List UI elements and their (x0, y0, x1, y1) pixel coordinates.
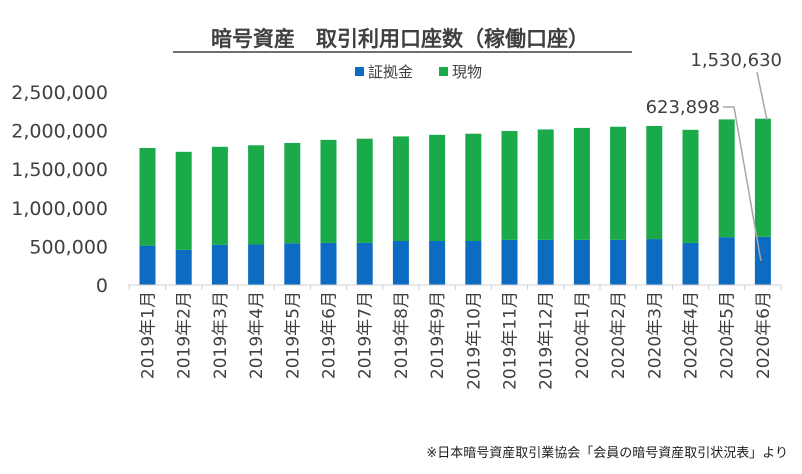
x-tick-label: 2020年1月 (573, 291, 593, 379)
x-tick-label: 2019年11月 (501, 291, 521, 390)
x-tick-label: 2019年9月 (428, 291, 448, 379)
bar-margin (465, 240, 482, 285)
bar-spot (248, 145, 265, 245)
bar-margin (573, 239, 590, 285)
bar-spot (537, 129, 554, 240)
bar-spot (646, 125, 663, 240)
x-tick-label: 2019年4月 (247, 291, 267, 379)
bars (139, 118, 771, 285)
legend-label: 現物 (452, 63, 482, 81)
leader-line-spot (756, 71, 768, 120)
x-tick-label: 2020年6月 (754, 291, 774, 379)
bar-spot (429, 134, 446, 241)
y-tick-label: 2,000,000 (11, 121, 108, 143)
bar-margin (284, 243, 301, 285)
x-tick-label: 2019年3月 (211, 291, 231, 379)
y-tick-label: 2,500,000 (11, 82, 108, 104)
bar-margin (356, 242, 373, 285)
bar-spot (465, 133, 482, 241)
annotations: 1,530,630 623,898 (646, 50, 782, 262)
bar-spot (573, 127, 590, 240)
legend-label: 証拠金 (368, 63, 413, 81)
bar-spot (284, 142, 301, 244)
source-note: ※日本暗号資産取引業協会「会員の暗号資産取引状況表」より (426, 445, 788, 461)
bar-spot (610, 126, 627, 240)
bar-margin (211, 244, 228, 285)
bar-spot (754, 118, 771, 237)
bar-spot (718, 119, 735, 238)
x-tick-label: 2019年6月 (320, 291, 340, 379)
y-tick-label: 0 (96, 275, 108, 297)
bar-margin (610, 239, 627, 285)
annotation-spot: 1,530,630 (690, 50, 782, 71)
x-tick-label: 2020年2月 (609, 291, 629, 379)
y-axis: 0 500,000 1,000,000 1,500,000 2,000,000 2,500… (11, 82, 108, 297)
bar-spot (356, 138, 373, 243)
bar-margin (537, 239, 554, 285)
x-tick-label: 2019年1月 (139, 291, 159, 379)
bar-margin (320, 242, 337, 285)
x-tick-label: 2019年8月 (392, 291, 412, 379)
bar-spot (501, 130, 518, 240)
x-tick-label: 2020年3月 (645, 291, 665, 379)
bar-spot (320, 139, 337, 243)
x-tick-label: 2019年10月 (464, 291, 484, 390)
bar-margin (248, 244, 265, 285)
bar-margin (646, 239, 663, 285)
y-tick-label: 1,000,000 (11, 198, 108, 220)
x-tick-label: 2019年12月 (537, 291, 557, 390)
bar-spot (175, 151, 192, 250)
chart-title: 暗号資産 取引利用口座数（稼働口座） (211, 27, 589, 51)
x-tick-label: 2019年7月 (356, 291, 376, 379)
bar-spot (139, 147, 156, 246)
bar-spot (211, 146, 228, 245)
bar-spot (682, 129, 699, 243)
leader-line-margin (723, 106, 762, 262)
x-tick-label: 2019年2月 (175, 291, 195, 379)
y-tick-label: 1,500,000 (11, 159, 108, 181)
x-tick-label: 2020年5月 (718, 291, 738, 379)
x-tick-label: 2020年4月 (682, 291, 702, 379)
bar-margin (682, 242, 699, 285)
legend: 証拠金 現物 (355, 63, 482, 81)
bar-margin (392, 240, 409, 285)
y-tick-label: 500,000 (29, 236, 108, 258)
bar-margin (501, 239, 518, 285)
bar-margin (718, 237, 735, 285)
legend-swatch (355, 67, 364, 76)
bar-margin (175, 249, 192, 285)
x-axis: 2019年1月 2019年2月 2019年3月 2019年4月 2019年5月 2019年… (128, 284, 782, 390)
bar-spot (392, 136, 409, 241)
bar-margin (139, 245, 156, 285)
annotation-margin: 623,898 (646, 97, 720, 118)
x-tick-label: 2019年5月 (283, 291, 303, 379)
legend-swatch (439, 67, 448, 76)
bar-margin (429, 240, 446, 285)
